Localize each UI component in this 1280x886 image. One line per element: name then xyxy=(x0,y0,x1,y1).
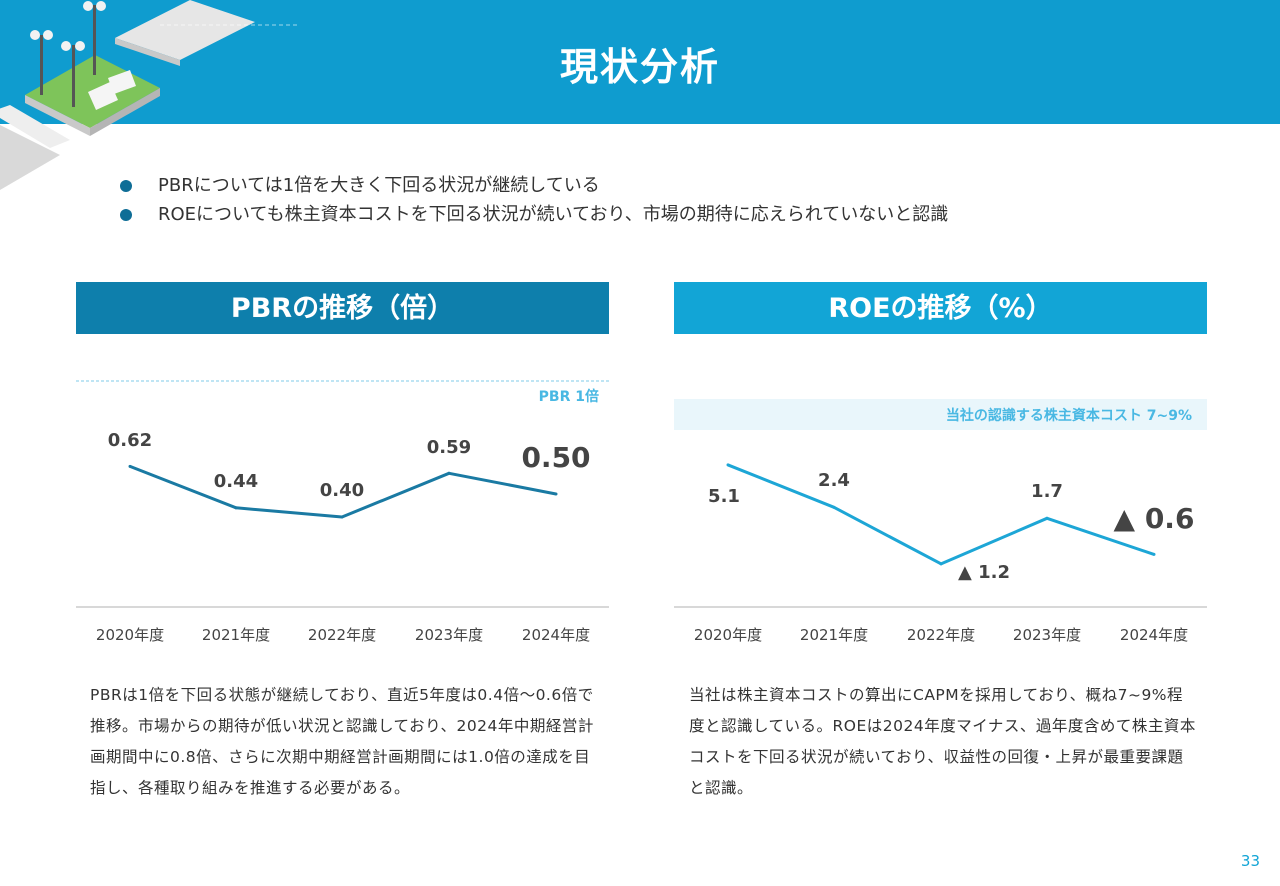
pbr-reference-label: PBR 1倍 xyxy=(539,388,599,405)
roe-data-point xyxy=(832,505,836,509)
bullet-dot xyxy=(120,209,132,221)
roe-reference-label: 当社の認識する株主資本コスト 7~9% xyxy=(946,407,1192,424)
roe-data-label: 2.4 xyxy=(818,470,850,491)
pbr-data-point xyxy=(234,506,238,510)
pbr-data-label: 0.59 xyxy=(427,437,471,458)
bullet-item: ROEについても株主資本コストを下回る状況が続いており、市場の期待に応えられてい… xyxy=(118,200,948,229)
roe-data-label: ▲ 0.6 xyxy=(1114,502,1195,535)
pbr-data-label: 0.44 xyxy=(214,471,258,492)
roe-description: 当社は株主資本コストの算出にCAPMを採用しており、概ね7~9%程度と認識してい… xyxy=(689,686,1196,797)
bullet-item: PBRについては1倍を大きく下回る状況が継続している xyxy=(118,171,948,200)
summary-bullets: PBRについては1倍を大きく下回る状況が継続している ROEについても株主資本コ… xyxy=(118,171,948,229)
park-illustration xyxy=(0,0,300,190)
roe-chart-title: ROEの推移（%） xyxy=(674,282,1207,334)
roe-data-point xyxy=(939,562,943,566)
roe-x-tick-label: 2021年度 xyxy=(800,626,868,644)
pbr-x-tick-label: 2022年度 xyxy=(308,626,376,644)
pbr-x-tick-label: 2023年度 xyxy=(415,626,483,644)
pbr-data-point xyxy=(340,515,344,519)
pbr-data-point xyxy=(447,471,451,475)
roe-x-tick-label: 2020年度 xyxy=(694,626,762,644)
roe-data-label: 5.1 xyxy=(708,486,740,507)
pbr-chart-title: PBRの推移（倍） xyxy=(76,282,609,334)
bullet-text: PBRについては1倍を大きく下回る状況が継続している xyxy=(158,175,600,196)
pbr-description: PBRは1倍を下回る状態が継続しており、直近5年度は0.4倍～0.6倍で推移。市… xyxy=(90,686,594,797)
page-number: 33 xyxy=(1240,852,1260,870)
roe-data-point xyxy=(1045,516,1049,520)
pbr-data-label: 0.40 xyxy=(320,480,364,501)
roe-data-label: 1.7 xyxy=(1031,481,1063,502)
roe-x-tick-label: 2024年度 xyxy=(1120,626,1188,644)
roe-x-tick-label: 2023年度 xyxy=(1013,626,1081,644)
roe-data-point xyxy=(726,463,730,467)
page-title: 現状分析 xyxy=(559,45,720,89)
roe-reference-band xyxy=(674,399,1207,430)
pbr-x-tick-label: 2024年度 xyxy=(522,626,590,644)
roe-data-point xyxy=(1152,552,1156,556)
pbr-x-tick-label: 2021年度 xyxy=(202,626,270,644)
roe-data-label: ▲ 1.2 xyxy=(958,562,1010,583)
roe-series-line xyxy=(727,463,1155,566)
bullet-text: ROEについても株主資本コストを下回る状況が続いており、市場の期待に応えられてい… xyxy=(158,204,949,225)
pbr-data-label: 0.62 xyxy=(108,430,152,451)
pbr-data-point xyxy=(554,492,558,496)
pbr-data-point xyxy=(128,464,132,468)
roe-x-tick-label: 2022年度 xyxy=(907,626,975,644)
bullet-dot xyxy=(120,180,132,192)
pbr-x-tick-label: 2020年度 xyxy=(96,626,164,644)
pbr-data-label: 0.50 xyxy=(521,441,590,474)
